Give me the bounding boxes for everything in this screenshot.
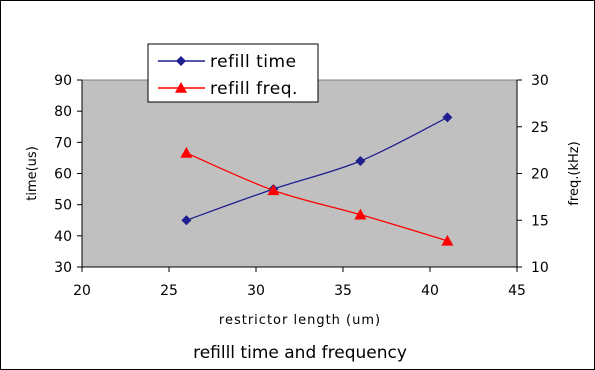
chart-caption: refilll time and frequency	[193, 343, 407, 363]
left-tick-label: 40	[54, 229, 72, 245]
data-point	[441, 234, 454, 246]
series-line	[186, 116, 448, 221]
x-tick-label: 25	[160, 283, 178, 299]
right-tick-label: 30	[531, 73, 549, 89]
left-tick-label: 70	[54, 135, 72, 151]
legend-marker	[176, 56, 186, 66]
right-tick-label: 20	[531, 167, 549, 183]
left-tick-label: 50	[54, 198, 72, 214]
legend-entry: refill freq.	[158, 79, 298, 99]
plot-area	[81, 79, 518, 268]
right-tick-label: 10	[531, 260, 549, 276]
y2-axis-label: freq.(kHz)	[567, 141, 582, 205]
legend-label: refill time	[210, 52, 297, 72]
legend-entry: refill time	[158, 52, 297, 72]
legend-marker	[175, 82, 187, 93]
x-axis-ticks: 20 25 30 35 40 45	[73, 266, 526, 299]
left-tick-label: 80	[54, 104, 72, 120]
data-point	[267, 184, 280, 196]
series-1	[180, 146, 454, 246]
data-point	[354, 208, 367, 220]
legend-entries: refill time refill freq.	[158, 52, 298, 99]
series-line	[186, 152, 448, 242]
x-axis-label: restrictor length (um)	[219, 313, 381, 328]
x-tick-label: 40	[421, 283, 439, 299]
right-axis-ticks: 10 15 20 25 30	[516, 73, 549, 276]
series-layer	[180, 112, 454, 246]
x-tick-label: 20	[73, 283, 91, 299]
left-tick-label: 90	[54, 73, 72, 89]
left-axis-ticks: 30 40 50 60 70 80 90	[54, 73, 83, 276]
data-point	[181, 215, 192, 226]
data-point	[442, 112, 453, 123]
data-point	[180, 146, 193, 158]
x-tick-label: 35	[334, 283, 352, 299]
x-tick-label: 30	[247, 283, 265, 299]
legend-label: refill freq.	[210, 79, 298, 99]
legend: refill time refill freq.	[147, 43, 319, 103]
right-tick-label: 15	[531, 213, 549, 229]
y-axis-label: time(us)	[25, 146, 40, 201]
left-tick-label: 60	[54, 167, 72, 183]
x-tick-label: 45	[508, 283, 526, 299]
left-tick-label: 30	[54, 260, 72, 276]
right-tick-label: 25	[531, 120, 549, 136]
data-point	[355, 156, 366, 167]
